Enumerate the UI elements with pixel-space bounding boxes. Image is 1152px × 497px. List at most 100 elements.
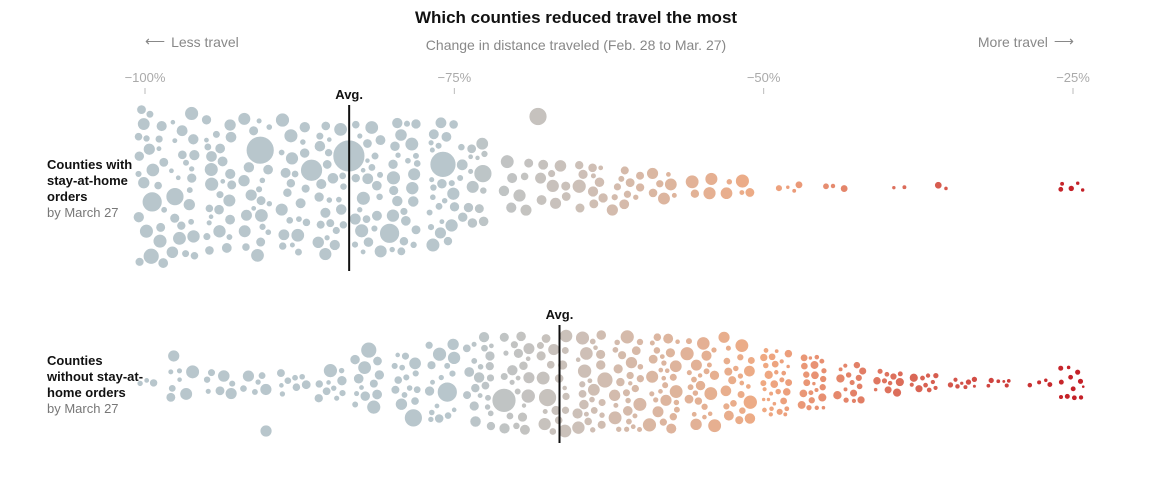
county-dot — [462, 390, 472, 400]
county-dot — [766, 397, 771, 402]
county-dot — [704, 172, 719, 186]
county-dot — [298, 121, 311, 133]
county-dot — [692, 389, 699, 397]
county-dot — [597, 192, 609, 204]
county-dot — [237, 174, 251, 188]
county-dot — [484, 394, 492, 402]
county-dot — [738, 406, 747, 415]
county-dot — [463, 366, 475, 378]
county-dot — [479, 186, 488, 195]
county-dot — [655, 179, 665, 188]
county-dot — [1046, 381, 1053, 388]
county-dot — [512, 422, 521, 430]
county-dot — [134, 132, 143, 142]
county-dot — [561, 385, 568, 391]
county-dot — [204, 245, 215, 256]
county-dot — [353, 390, 360, 397]
county-dot — [313, 393, 324, 403]
county-dot — [362, 214, 371, 224]
county-dot — [484, 350, 496, 362]
county-dot — [515, 330, 527, 342]
county-dot — [366, 399, 381, 415]
county-dot — [759, 353, 769, 362]
county-dot — [258, 177, 266, 184]
county-dot — [615, 425, 623, 433]
county-dot — [684, 394, 695, 405]
county-dot — [470, 357, 478, 365]
county-dot — [625, 371, 635, 380]
county-dot — [615, 377, 626, 387]
county-dot — [797, 400, 807, 410]
county-dot — [613, 339, 621, 346]
county-dot — [842, 362, 848, 369]
county-dot — [761, 407, 768, 413]
county-dot — [239, 384, 248, 393]
county-dot — [608, 410, 623, 425]
county-dot — [662, 333, 674, 345]
county-dot — [181, 249, 190, 258]
county-dot — [478, 331, 490, 343]
county-dot — [371, 180, 383, 192]
county-dot — [1067, 374, 1074, 381]
county-dot — [784, 378, 793, 387]
county-dot — [578, 389, 588, 399]
less-travel-label: ⟵ Less travel — [145, 33, 239, 50]
county-dot — [300, 183, 311, 194]
county-dot — [391, 362, 399, 370]
county-dot — [283, 376, 292, 385]
county-dot — [535, 350, 547, 362]
county-dot — [360, 248, 367, 255]
county-dot — [424, 385, 435, 397]
county-dot — [222, 193, 236, 208]
county-dot — [394, 151, 402, 159]
county-dot — [595, 329, 607, 341]
county-dot — [659, 353, 666, 360]
county-dot — [547, 169, 556, 178]
county-dot — [467, 217, 478, 229]
county-dot — [250, 248, 265, 263]
county-dot — [136, 104, 147, 115]
county-dot — [872, 376, 882, 386]
county-dot — [447, 351, 461, 365]
county-dot — [326, 136, 333, 143]
county-dot — [919, 375, 926, 382]
county-dot — [219, 178, 226, 185]
county-dot — [627, 380, 634, 387]
county-dot — [842, 386, 849, 392]
county-dot — [258, 371, 267, 380]
county-dot — [356, 132, 364, 140]
county-dot — [410, 224, 422, 235]
county-dot — [335, 196, 343, 204]
county-dot — [264, 228, 272, 236]
county-dot — [183, 198, 196, 211]
county-dot — [314, 140, 326, 153]
county-dot — [761, 386, 768, 392]
county-dot — [456, 174, 464, 182]
county-dot — [597, 398, 607, 407]
county-dot — [473, 164, 493, 184]
county-dot — [226, 179, 237, 191]
county-dot — [617, 350, 627, 360]
county-dot — [295, 215, 303, 223]
county-dot — [467, 153, 474, 160]
county-dot — [1080, 187, 1085, 193]
county-dot — [934, 181, 943, 190]
county-dot — [301, 379, 312, 390]
county-dot — [592, 344, 599, 351]
county-dot — [954, 383, 961, 390]
county-dot — [203, 137, 210, 144]
row-label-strong: Counties with stay-at-home orders — [47, 157, 133, 204]
county-dot — [537, 417, 552, 431]
county-dot — [332, 226, 341, 235]
county-dot — [176, 376, 183, 383]
county-dot — [536, 194, 548, 206]
county-dot — [579, 346, 594, 361]
county-dot — [474, 203, 485, 214]
county-dot — [241, 242, 251, 252]
county-dot — [720, 384, 732, 397]
county-dot — [926, 386, 933, 393]
county-dot — [278, 241, 288, 251]
county-dot — [514, 387, 522, 396]
county-dot — [466, 143, 477, 154]
county-dot — [400, 391, 409, 399]
